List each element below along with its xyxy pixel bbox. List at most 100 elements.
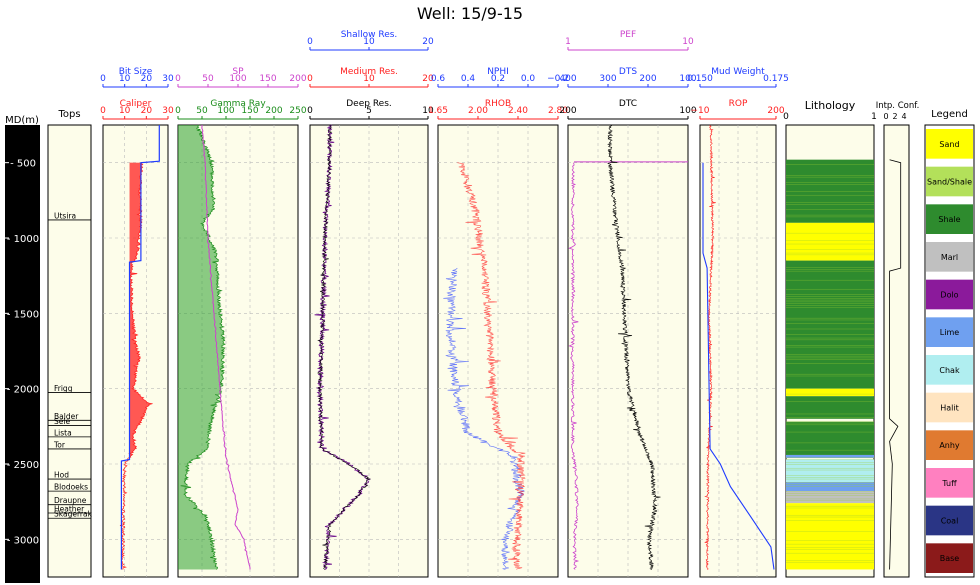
depth-bar-bg [5, 125, 40, 583]
top-marker-label: Draupne [54, 496, 87, 505]
shallow-res-curve-name: Shallow Res. [341, 30, 398, 40]
legend-swatch [926, 279, 973, 310]
tops-header: Tops [57, 109, 80, 120]
medium-res-tick-label: 10 [363, 74, 375, 84]
lithology-scale-tick: 0 [783, 112, 789, 122]
legend-label: Shale [938, 215, 960, 224]
rhob-tick-label: 1.65 [428, 106, 448, 116]
gamma-ray-fill [178, 125, 225, 570]
legend-swatch [926, 355, 973, 385]
chart-title: Well: 15/9-15 [417, 4, 523, 23]
dtc-tick-label: 100 [679, 106, 696, 116]
medium-res-tick-label: 20 [422, 74, 434, 84]
top-marker-label: Tor [53, 440, 66, 449]
lithology-interval [786, 388, 874, 397]
lithology-interval [786, 491, 874, 504]
legend-swatch [926, 317, 973, 347]
gamma-ray-tick-label: 100 [217, 106, 234, 116]
rop-curve-name: ROP [729, 99, 748, 109]
top-marker-label: Heather [54, 504, 85, 513]
legend-label: Chak [939, 366, 960, 375]
pef-curve-name: PEF [620, 30, 636, 40]
confidence-tick-label: 4 [901, 112, 906, 121]
bit-size-curve-name: Bit Size [119, 67, 153, 77]
depth-tick-label: - 1000 [7, 234, 39, 245]
rhob-tick-label: 2.00 [468, 106, 488, 116]
legend-swatch [926, 129, 973, 159]
mud-weight-curve-name: Mud Weight [711, 67, 765, 77]
lithology-scale-tick: 1 [871, 112, 877, 122]
confidence-tick-label: 2 [892, 112, 897, 121]
caliper-tick-label: 10 [119, 106, 131, 116]
legend-box [924, 124, 975, 578]
legend-swatch [926, 166, 973, 197]
lithology-interval [786, 260, 874, 389]
sp-tick-label: 50 [202, 74, 214, 84]
bit-size-tick-label: 20 [141, 74, 153, 84]
legend-swatch [926, 430, 973, 460]
nphi-curve [443, 267, 525, 570]
gamma-ray-tick-label: 150 [241, 106, 258, 116]
dts-curve-name: DTS [619, 67, 637, 77]
sonic-track [567, 124, 689, 578]
deep-res-curve-name: Deep Res. [346, 99, 392, 109]
lithology-header: Lithology [805, 99, 856, 112]
gamma-ray-curve [180, 124, 226, 570]
depth-tick-label: - 2000 [7, 385, 39, 396]
lithology-interval [786, 459, 874, 483]
deep-res-curve [317, 124, 371, 570]
caliper-curve-name: Caliper [120, 99, 152, 109]
dts-tick-label: 200 [639, 74, 656, 84]
mud-weight-tick-label: 0.175 [763, 74, 789, 84]
rop-track [699, 124, 777, 578]
depth-tick-label: - 1500 [7, 309, 39, 320]
legend-swatch [926, 468, 973, 498]
top-marker-label: Blodoeks [54, 483, 88, 492]
bit-size-tick-label: 10 [119, 74, 131, 84]
gamma-ray-tick-label: 200 [265, 106, 282, 116]
pef-tick-label: 10 [682, 37, 694, 47]
dts-tick-label: 300 [599, 74, 616, 84]
nphi-tick-label: 0.2 [491, 74, 505, 84]
bit-size-tick-label: 30 [162, 74, 174, 84]
gamma-ray-tick-label: 250 [289, 106, 306, 116]
nphi-tick-label: 0.4 [461, 74, 476, 84]
nphi-tick-label: −0.2 [547, 74, 569, 84]
top-marker-label: Lista [54, 428, 72, 437]
caliper-tick-label: 30 [162, 106, 174, 116]
rop-tick-label: −10 [691, 106, 710, 116]
sp-curve [201, 124, 251, 570]
rhob-tick-label: 2.40 [508, 106, 528, 116]
gamma-ray-tick-label: 50 [196, 106, 208, 116]
nphi-tick-label: 0.6 [431, 74, 446, 84]
rhob-curve [457, 162, 526, 570]
mud-weight-curve [702, 162, 775, 570]
top-marker-label: Balder [54, 412, 79, 421]
legend-label: Halit [940, 404, 959, 413]
lithology-interval [786, 222, 874, 261]
sp-curve-name: SP [232, 67, 244, 77]
dtc-tick-label: 200 [559, 106, 576, 116]
dts-tick-label: 100 [679, 74, 696, 84]
nphi-tick-label: 0.0 [521, 74, 536, 84]
dts-tick-label: 400 [559, 74, 576, 84]
lithology-interval [786, 396, 874, 419]
top-marker-label: Skagerrak [54, 510, 93, 519]
top-marker-label: Sele [54, 417, 70, 426]
lithology-interval [786, 454, 874, 458]
legend-label: Anhy [939, 441, 960, 450]
bit-size-tick-label: 0 [100, 74, 106, 84]
caliper-tick-label: 0 [100, 106, 106, 116]
legend-swatch [926, 543, 973, 573]
confidence-header: Intp. Conf. [876, 101, 920, 111]
legend-label: Sand/Shale [927, 178, 972, 187]
sp-tick-label: 100 [229, 74, 246, 84]
depth-axis: MD(m) - 500 - 1000 - 1500 - 2000 - 2500 - 300… [5, 115, 40, 583]
legend-label: Tuff [941, 479, 957, 488]
depth-axis-label: MD(m) [5, 115, 39, 126]
lithology-interval [786, 482, 874, 492]
lithology-interval [786, 159, 874, 223]
deep-res-tick-label: 5 [366, 106, 372, 116]
legend-label: Sand [939, 140, 959, 149]
legend-label: Marl [941, 253, 958, 262]
